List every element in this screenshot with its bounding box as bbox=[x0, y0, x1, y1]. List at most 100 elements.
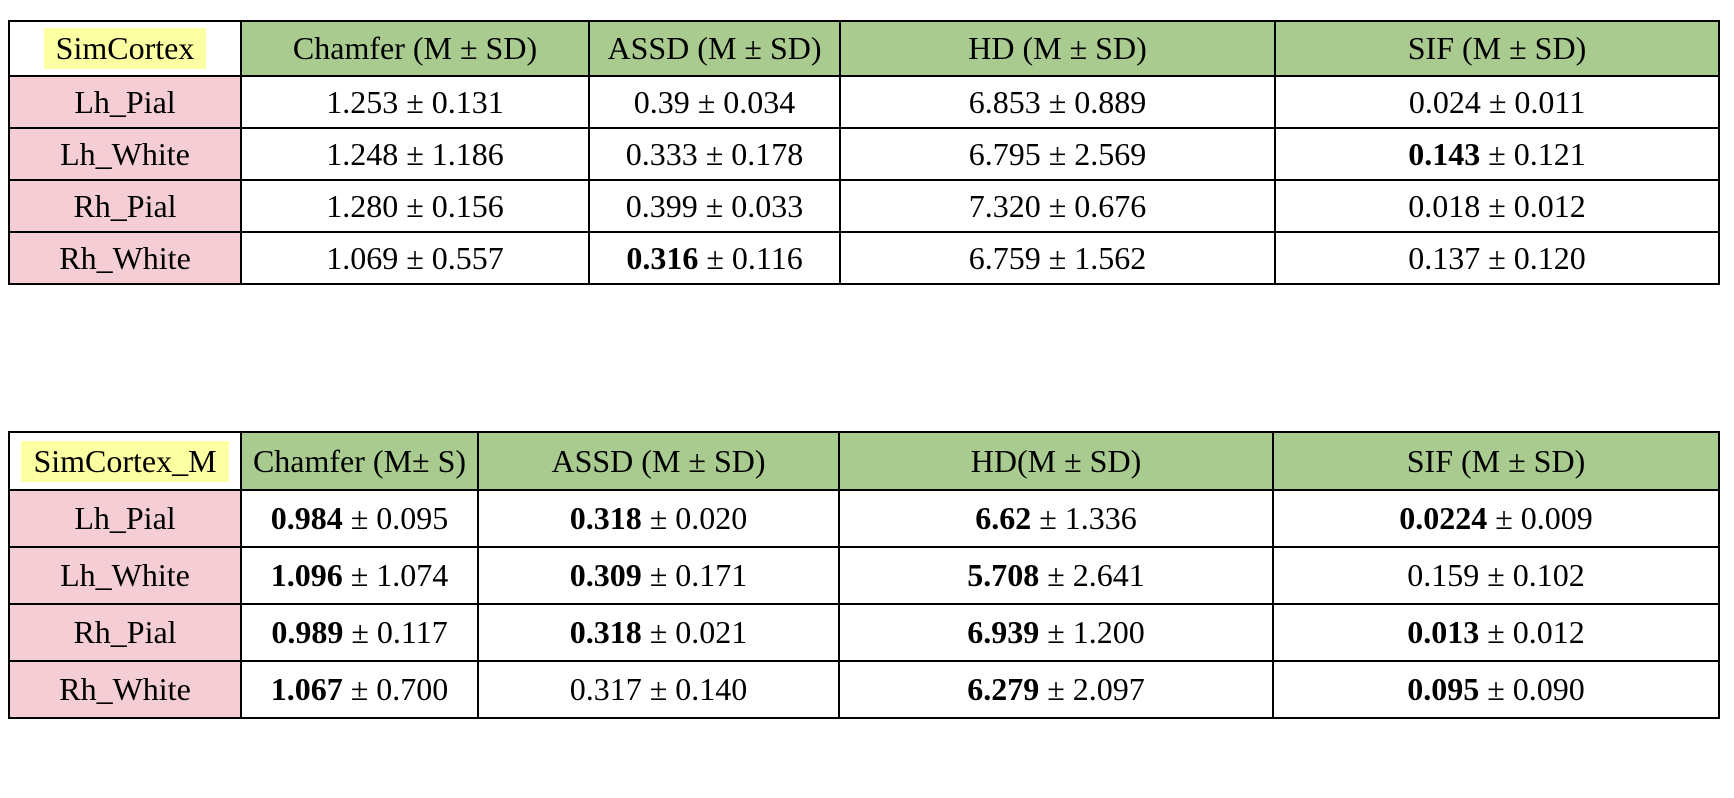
row-label: Lh_Pial bbox=[8, 489, 242, 548]
table-row: Rh_Pial 0.989 ± 0.117 0.318 ± 0.021 6.939 ±… bbox=[8, 603, 1720, 662]
table-title-cell: SimCortex_M bbox=[8, 431, 242, 491]
row-label: Rh_White bbox=[8, 231, 242, 285]
simcortex-m-results-table: SimCortex_M Chamfer (M± S) ASSD (M ± SD) H… bbox=[8, 431, 1720, 719]
mean-value: 6.939 bbox=[967, 614, 1040, 650]
sd-value: ± 0.131 bbox=[398, 83, 504, 120]
value-cell: 6.853 ± 0.889 bbox=[839, 75, 1276, 129]
sd-value: ± 1.200 bbox=[1039, 614, 1145, 650]
sd-value: ± 0.121 bbox=[1480, 135, 1586, 172]
row-label: Lh_Pial bbox=[8, 75, 242, 129]
value-cell: 0.317 ± 0.140 bbox=[477, 660, 840, 719]
mean-value: 6.62 bbox=[975, 500, 1032, 536]
sd-value: ± 2.641 bbox=[1039, 557, 1145, 593]
table-body: Lh_Pial 0.984 ± 0.095 0.318 ± 0.020 6.62 ± … bbox=[8, 489, 1720, 719]
value-cell: 1.096 ± 1.074 bbox=[240, 546, 479, 605]
mean-value: 0.989 bbox=[271, 614, 344, 650]
mean-value: 0.137 bbox=[1408, 239, 1481, 276]
sd-value: ± 0.120 bbox=[1480, 239, 1586, 276]
value-cell: 0.013 ± 0.012 bbox=[1272, 603, 1720, 662]
mean-value: 6.853 bbox=[968, 83, 1041, 120]
value-cell: 6.62 ± 1.336 bbox=[838, 489, 1274, 548]
mean-value: 1.253 bbox=[326, 83, 399, 120]
table-row: Rh_Pial 1.280 ± 0.156 0.399 ± 0.033 7.320 ±… bbox=[8, 179, 1720, 233]
table-title-highlight: SimCortex_M bbox=[21, 440, 229, 482]
column-header: SIF (M ± SD) bbox=[1274, 20, 1720, 77]
value-cell: 6.939 ± 1.200 bbox=[838, 603, 1274, 662]
sd-value: ± 0.102 bbox=[1479, 557, 1585, 593]
sd-value: ± 0.140 bbox=[641, 671, 748, 707]
header-row: SimCortex Chamfer (M ± SD) ASSD (M ± SD) H… bbox=[8, 20, 1720, 77]
value-cell: 0.984 ± 0.095 bbox=[240, 489, 479, 548]
value-cell: 1.253 ± 0.131 bbox=[240, 75, 590, 129]
mean-value: 7.320 bbox=[968, 187, 1041, 224]
sd-value: ± 0.009 bbox=[1487, 500, 1593, 536]
table-row: Rh_White 1.069 ± 0.557 0.316 ± 0.116 6.759 … bbox=[8, 231, 1720, 285]
column-header: SIF (M ± SD) bbox=[1272, 431, 1720, 491]
value-cell: 5.708 ± 2.641 bbox=[838, 546, 1274, 605]
value-cell: 1.248 ± 1.186 bbox=[240, 127, 590, 181]
value-cell: 0.159 ± 0.102 bbox=[1272, 546, 1720, 605]
row-label: Lh_White bbox=[8, 127, 242, 181]
sd-value: ± 0.178 bbox=[697, 135, 804, 172]
mean-value: 0.024 bbox=[1408, 83, 1481, 120]
value-cell: 0.0224 ± 0.009 bbox=[1272, 489, 1720, 548]
simcortex-results-table: SimCortex Chamfer (M ± SD) ASSD (M ± SD) H… bbox=[8, 20, 1720, 285]
mean-value: 1.248 bbox=[326, 135, 399, 172]
sd-value: ± 0.034 bbox=[689, 83, 796, 120]
sd-value: ± 0.156 bbox=[398, 187, 504, 224]
sd-value: ± 0.021 bbox=[641, 614, 748, 650]
sd-value: ± 0.012 bbox=[1480, 187, 1586, 224]
mean-value: 0.095 bbox=[1407, 671, 1480, 707]
mean-value: 0.399 bbox=[625, 187, 698, 224]
sd-value: ± 0.095 bbox=[342, 500, 449, 536]
column-header: Chamfer (M± S) bbox=[240, 431, 479, 491]
row-label: Rh_Pial bbox=[8, 603, 242, 662]
value-cell: 0.095 ± 0.090 bbox=[1272, 660, 1720, 719]
value-cell: 0.137 ± 0.120 bbox=[1274, 231, 1720, 285]
sd-value: ± 1.186 bbox=[398, 135, 504, 172]
value-cell: 6.759 ± 1.562 bbox=[839, 231, 1276, 285]
sd-value: ± 0.020 bbox=[641, 500, 748, 536]
mean-value: 0.309 bbox=[569, 557, 642, 593]
column-header: HD(M ± SD) bbox=[838, 431, 1274, 491]
column-header: ASSD (M ± SD) bbox=[477, 431, 840, 491]
value-cell: 7.320 ± 0.676 bbox=[839, 179, 1276, 233]
row-label: Rh_White bbox=[8, 660, 242, 719]
row-label: Lh_White bbox=[8, 546, 242, 605]
sd-value: ± 2.097 bbox=[1039, 671, 1145, 707]
mean-value: 0.333 bbox=[625, 135, 698, 172]
value-cell: 0.333 ± 0.178 bbox=[588, 127, 841, 181]
row-label: Rh_Pial bbox=[8, 179, 242, 233]
sd-value: ± 0.557 bbox=[398, 239, 504, 276]
table-row: Lh_White 1.248 ± 1.186 0.333 ± 0.178 6.795 … bbox=[8, 127, 1720, 181]
mean-value: 1.280 bbox=[326, 187, 399, 224]
value-cell: 0.318 ± 0.021 bbox=[477, 603, 840, 662]
sd-value: ± 0.033 bbox=[697, 187, 804, 224]
table-row: Lh_Pial 0.984 ± 0.095 0.318 ± 0.020 6.62 ± … bbox=[8, 489, 1720, 548]
value-cell: 0.309 ± 0.171 bbox=[477, 546, 840, 605]
mean-value: 0.143 bbox=[1408, 135, 1481, 172]
table-body: Lh_Pial 1.253 ± 0.131 0.39 ± 0.034 6.853 ± … bbox=[8, 75, 1720, 285]
sd-value: ± 0.700 bbox=[342, 671, 449, 707]
value-cell: 0.318 ± 0.020 bbox=[477, 489, 840, 548]
sd-value: ± 0.090 bbox=[1479, 671, 1585, 707]
table-row: Rh_White 1.067 ± 0.700 0.317 ± 0.140 6.279 … bbox=[8, 660, 1720, 719]
mean-value: 1.067 bbox=[270, 671, 343, 707]
value-cell: 6.279 ± 2.097 bbox=[838, 660, 1274, 719]
value-cell: 0.143 ± 0.121 bbox=[1274, 127, 1720, 181]
mean-value: 0.317 bbox=[569, 671, 642, 707]
mean-value: 5.708 bbox=[967, 557, 1040, 593]
header-row: SimCortex_M Chamfer (M± S) ASSD (M ± SD) H… bbox=[8, 431, 1720, 491]
sd-value: ± 0.012 bbox=[1479, 614, 1585, 650]
mean-value: 0.39 bbox=[633, 83, 690, 120]
column-header: Chamfer (M ± SD) bbox=[240, 20, 590, 77]
value-cell: 0.989 ± 0.117 bbox=[240, 603, 479, 662]
sd-value: ± 1.562 bbox=[1040, 239, 1147, 276]
sd-value: ± 0.117 bbox=[343, 614, 448, 650]
sd-value: ± 0.116 bbox=[698, 239, 803, 276]
value-cell: 0.399 ± 0.033 bbox=[588, 179, 841, 233]
table-title-cell: SimCortex bbox=[8, 20, 242, 77]
column-header: ASSD (M ± SD) bbox=[588, 20, 841, 77]
mean-value: 0.318 bbox=[569, 614, 642, 650]
